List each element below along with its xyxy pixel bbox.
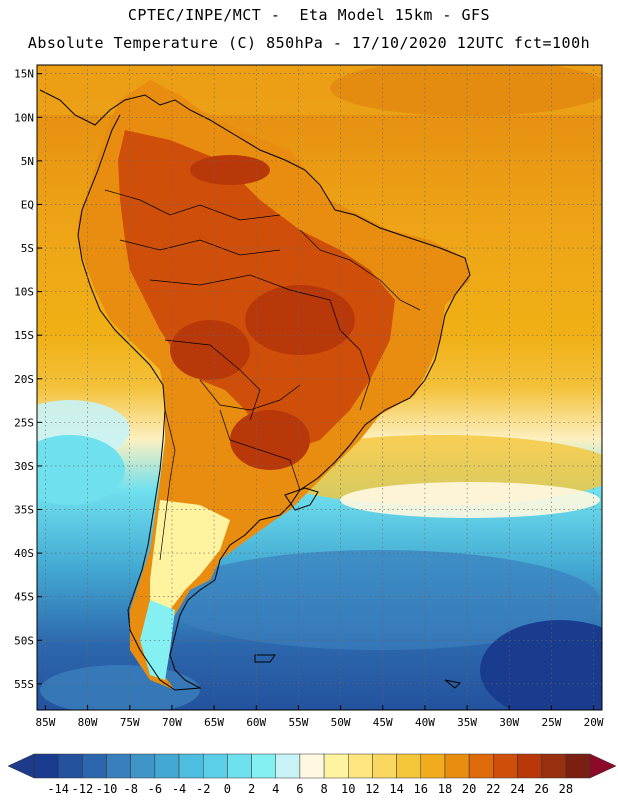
colorbar-label: 2 — [248, 782, 255, 796]
lat-label: 10S — [14, 286, 34, 299]
colorbar-label: -14 — [47, 782, 69, 796]
colorbar-low-arrow — [7, 753, 35, 779]
lat-label: 30S — [14, 460, 34, 473]
lat-label: 5S — [21, 242, 34, 255]
lat-label: 15N — [14, 68, 34, 81]
lat-label: 5N — [21, 155, 34, 168]
latitude-axis: 15N 10N 5N EQ 5S 10S 15S 20S 25S 30S 35S 40S 45S 50S 5… — [14, 68, 42, 691]
colorbar-swatch — [493, 753, 518, 779]
colorbar-label: 28 — [559, 782, 573, 796]
lon-label: 55W — [288, 716, 308, 729]
map-frame — [36, 64, 603, 711]
lat-label: 10N — [14, 111, 34, 124]
colorbar-swatch — [565, 753, 591, 779]
colorbar-swatch — [82, 753, 107, 779]
colorbar-swatch — [275, 753, 301, 779]
lon-label: 30W — [499, 716, 519, 729]
colorbar-label: 20 — [462, 782, 476, 796]
colorbar-swatch — [33, 753, 59, 779]
colorbar-swatch — [130, 753, 156, 779]
colorbar-label: -6 — [148, 782, 162, 796]
longitude-axis: 85W 80W 75W 70W 65W 60W 55W 50W 45W 40W 35W 30W 25W 2… — [35, 705, 604, 729]
colorbar-swatch — [468, 753, 494, 779]
lat-label: 15S — [14, 329, 34, 342]
lon-label: 35W — [457, 716, 477, 729]
lon-label: 60W — [246, 716, 266, 729]
lat-label: 25S — [14, 416, 34, 429]
colorbar-label: 16 — [414, 782, 428, 796]
lon-label: 25W — [541, 716, 561, 729]
colorbar-swatch — [202, 753, 228, 779]
lat-label: 45S — [14, 591, 34, 604]
lon-label: 40W — [415, 716, 435, 729]
colorbar-swatch — [541, 753, 567, 779]
colorbar-swatch — [178, 753, 204, 779]
country-borders — [104, 189, 421, 561]
lon-label: 50W — [331, 716, 351, 729]
chart-title-line2: Absolute Temperature (C) 850hPa - 17/10/… — [27, 34, 591, 52]
colorbar-label: -2 — [196, 782, 210, 796]
colorbar-label: 8 — [320, 782, 327, 796]
lon-label: 85W — [35, 716, 55, 729]
colorbar-swatch — [444, 753, 470, 779]
colorbar-swatch — [57, 753, 83, 779]
colorbar-swatch — [106, 753, 131, 779]
colorbar-label: 6 — [296, 782, 303, 796]
lat-label: 55S — [14, 678, 34, 691]
lon-label: 20W — [584, 716, 604, 729]
colorbar-swatch — [420, 753, 446, 779]
colorbar-swatch — [154, 753, 180, 779]
chart-title-line1: CPTEC/INPE/MCT - Eta Model 15km - GFS — [127, 6, 491, 24]
colorbar-swatch — [323, 753, 349, 779]
colorbar-swatch — [396, 753, 422, 779]
lon-label: 45W — [373, 716, 393, 729]
colorbar-label: -4 — [172, 782, 186, 796]
colorbar-label: 0 — [224, 782, 231, 796]
colorbar-label: 4 — [272, 782, 279, 796]
colorbar-label: 22 — [486, 782, 500, 796]
coastlines — [39, 89, 471, 691]
lon-label: 70W — [162, 716, 182, 729]
lat-label: 50S — [14, 634, 34, 647]
colorbar-label: -12 — [72, 782, 94, 796]
colorbar-label: -8 — [123, 782, 137, 796]
colorbar-label: 14 — [389, 782, 403, 796]
lat-label: 40S — [14, 547, 34, 560]
lat-label: EQ — [21, 198, 34, 211]
colorbar-swatch — [348, 753, 373, 779]
lon-label: 75W — [120, 716, 140, 729]
colorbar-label: 18 — [438, 782, 452, 796]
colorbar: -14 -12 -10 -8 -6 -4 -2 0 2 4 6 8 10 12 14 16 18 20 22 24 26… — [7, 753, 617, 796]
colorbar-swatch — [227, 753, 252, 779]
colorbar-swatch — [299, 753, 325, 779]
lon-label: 65W — [204, 716, 224, 729]
colorbar-label: 24 — [510, 782, 524, 796]
colorbar-high-arrow — [589, 753, 617, 779]
colorbar-swatch — [372, 753, 397, 779]
colorbar-label: -10 — [96, 782, 118, 796]
colorbar-label: 10 — [341, 782, 355, 796]
colorbar-swatch — [251, 753, 276, 779]
colorbar-label: 12 — [365, 782, 379, 796]
lat-label: 35S — [14, 504, 34, 517]
colorbar-swatch — [517, 753, 542, 779]
lon-label: 80W — [78, 716, 98, 729]
lat-label: 20S — [14, 373, 34, 386]
colorbar-label: 26 — [534, 782, 548, 796]
